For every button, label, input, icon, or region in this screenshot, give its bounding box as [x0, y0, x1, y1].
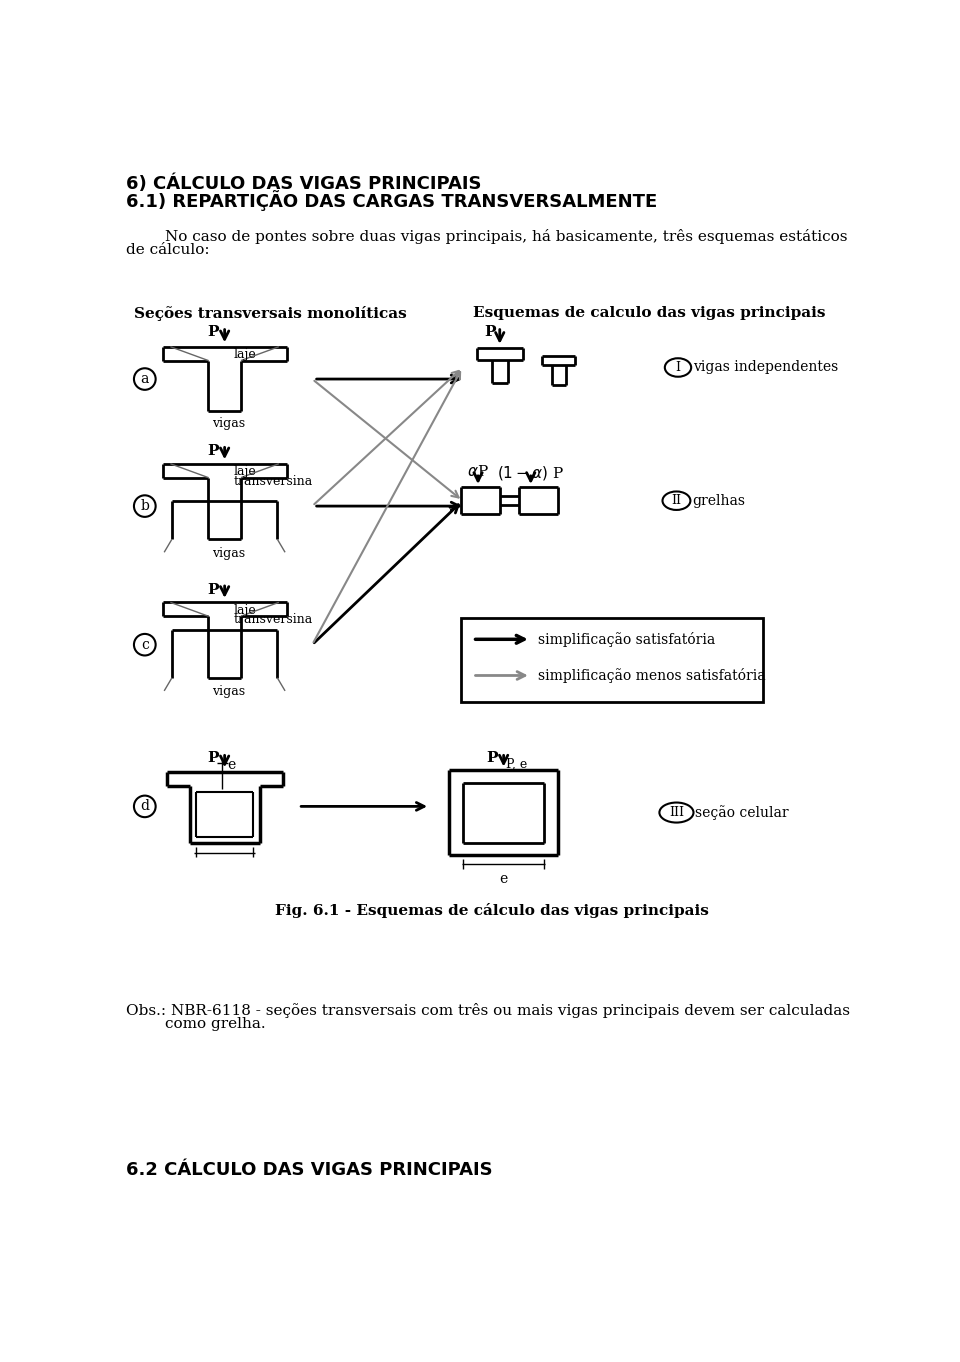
- Text: laje: laje: [234, 603, 256, 617]
- Text: P: P: [487, 750, 498, 765]
- Text: grelhas: grelhas: [692, 493, 745, 508]
- Text: 6.2 CÁLCULO DAS VIGAS PRINCIPAIS: 6.2 CÁLCULO DAS VIGAS PRINCIPAIS: [126, 1160, 492, 1178]
- Text: vigas: vigas: [212, 685, 246, 699]
- Text: $(1-\alpha)$ P: $(1-\alpha)$ P: [497, 463, 564, 482]
- Bar: [461, 618, 763, 703]
- Text: simplificação menos satisfatória: simplificação menos satisfatória: [539, 667, 766, 682]
- Text: No caso de pontes sobre duas vigas principais, há basicamente, três esquemas est: No caso de pontes sobre duas vigas princ…: [126, 229, 848, 244]
- Text: b: b: [140, 498, 149, 513]
- Text: Esquemas de calculo das vigas principais: Esquemas de calculo das vigas principais: [472, 306, 826, 320]
- Text: transversina: transversina: [234, 474, 313, 488]
- Text: Fig. 6.1 - Esquemas de cálculo das vigas principais: Fig. 6.1 - Esquemas de cálculo das vigas…: [276, 903, 708, 918]
- Text: P: P: [207, 326, 219, 339]
- Text: c: c: [141, 637, 149, 651]
- Text: laje: laje: [234, 466, 256, 478]
- Text: P: P: [207, 583, 219, 597]
- Text: Obs.: NBR-6118 - seções transversais com três ou mais vigas principais devem ser: Obs.: NBR-6118 - seções transversais com…: [126, 1002, 851, 1017]
- Text: II: II: [671, 494, 682, 507]
- Text: d: d: [140, 799, 150, 813]
- Text: de cálculo:: de cálculo:: [126, 242, 210, 257]
- Text: simplificação satisfatória: simplificação satisfatória: [539, 632, 716, 647]
- Text: transversina: transversina: [234, 613, 313, 627]
- Text: P, e: P, e: [506, 757, 527, 771]
- Text: P: P: [207, 444, 219, 459]
- Text: P: P: [207, 750, 219, 765]
- Text: vigas independentes: vigas independentes: [693, 361, 839, 375]
- Text: laje: laje: [234, 349, 256, 361]
- Text: e: e: [499, 872, 508, 885]
- Text: e: e: [228, 757, 236, 772]
- Text: 6.1) REPARTIÇÃO DAS CARGAS TRANSVERSALMENTE: 6.1) REPARTIÇÃO DAS CARGAS TRANSVERSALME…: [126, 191, 658, 211]
- Text: $\alpha$P: $\alpha$P: [468, 463, 489, 478]
- Text: I: I: [676, 361, 681, 375]
- Text: vigas: vigas: [212, 417, 246, 430]
- Text: III: III: [669, 806, 684, 819]
- Text: 6) CÁLCULO DAS VIGAS PRINCIPAIS: 6) CÁLCULO DAS VIGAS PRINCIPAIS: [126, 174, 482, 193]
- Text: P: P: [484, 326, 495, 339]
- Text: a: a: [140, 372, 149, 385]
- Text: vigas: vigas: [212, 548, 246, 560]
- Text: como grelha.: como grelha.: [126, 1016, 266, 1031]
- Text: Seções transversais monolíticas: Seções transversais monolíticas: [134, 306, 407, 321]
- Text: seção celular: seção celular: [695, 805, 789, 820]
